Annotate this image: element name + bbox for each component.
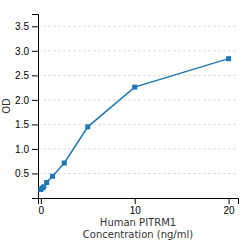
grid-line (38, 26, 238, 27)
x-tick-mark (135, 198, 136, 204)
y-tick: 1.5 (15, 119, 38, 130)
x-tick: 10 (130, 198, 142, 216)
y-tick: 3.0 (15, 46, 38, 57)
point (50, 174, 55, 179)
x-axis-line (39, 199, 239, 205)
x-axis-title-line: Concentration (ng/ml) (83, 229, 193, 240)
x-tick: 0 (39, 198, 45, 216)
y-tick-label: 1.5 (15, 119, 29, 130)
y-tick-label: 0.5 (15, 168, 29, 179)
point (226, 56, 231, 61)
y-tick-mark (32, 173, 38, 174)
grid-line (38, 173, 238, 174)
point (132, 85, 137, 90)
y-tick-label: 3.5 (15, 21, 29, 32)
y-tick: 1.0 (15, 144, 38, 155)
grid-line (38, 124, 238, 125)
point (41, 184, 46, 189)
y-tick-mark (32, 51, 38, 52)
y-tick-mark (32, 26, 38, 27)
x-axis-title-line: Human PITRM1 (100, 217, 176, 228)
chart: 0 10 20 0.5 1.0 1.5 2.0 2.5 3.0 3.5 Human PITRM1Co… (0, 0, 250, 250)
y-tick: 2.5 (15, 70, 38, 81)
y-tick-mark (32, 124, 38, 125)
x-tick-label: 20 (224, 205, 236, 216)
x-tick-mark (41, 198, 42, 204)
point (85, 124, 90, 129)
y-tick-label: 1.0 (15, 144, 29, 155)
point (44, 180, 49, 185)
y-tick-label: 2.0 (15, 95, 29, 106)
grid-line (38, 50, 238, 51)
x-tick: 20 (224, 198, 236, 216)
marks (38, 56, 231, 192)
x-tick-label: 10 (130, 205, 142, 216)
point (62, 161, 67, 166)
y-tick: 2.0 (15, 95, 38, 106)
x-tick-mark (229, 198, 230, 204)
x-axis: 0 10 20 (39, 198, 239, 216)
y-tick: 3.5 (15, 21, 38, 32)
y-axis: 0.5 1.0 1.5 2.0 2.5 3.0 3.5 (15, 15, 38, 199)
grid-line (38, 99, 238, 100)
plot: 0 10 20 0.5 1.0 1.5 2.0 2.5 3.0 3.5 (15, 15, 238, 217)
y-tick-label: 3.0 (15, 46, 29, 57)
y-tick: 0.5 (15, 168, 38, 179)
y-tick-mark (32, 100, 38, 101)
grid-line (38, 75, 238, 76)
y-tick-mark (32, 75, 38, 76)
y-tick-mark (32, 149, 38, 150)
x-tick-label: 0 (39, 205, 45, 216)
grid-line (38, 148, 238, 149)
y-axis-line (32, 15, 39, 199)
grid (38, 26, 238, 173)
y-axis-title: OD (1, 98, 12, 114)
y-tick-label: 2.5 (15, 70, 29, 81)
line (41, 59, 229, 190)
x-axis-title: Human PITRM1Concentration (ng/ml) (83, 217, 193, 240)
